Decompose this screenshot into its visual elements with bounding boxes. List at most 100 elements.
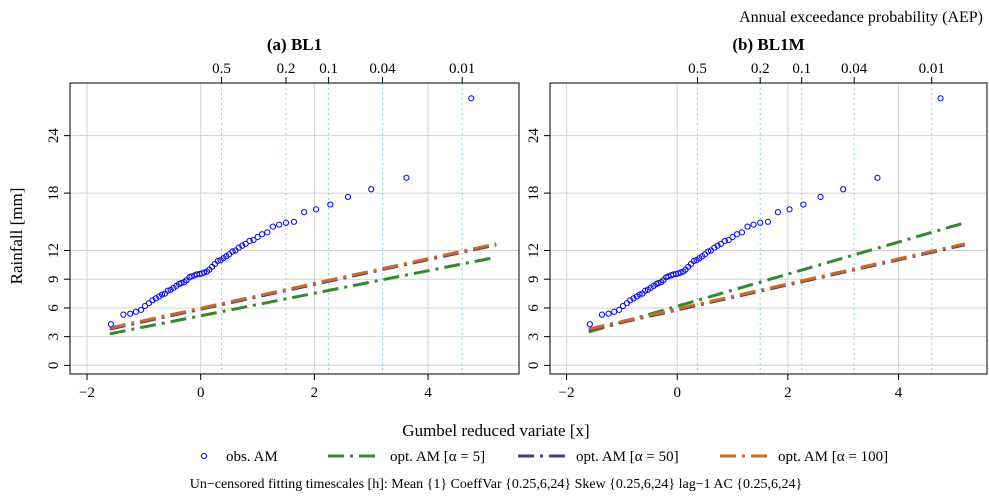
x-tick-label: 0	[197, 385, 205, 401]
observed-point	[874, 174, 881, 181]
grid	[550, 83, 987, 374]
observed-point	[817, 193, 824, 201]
observed-point	[145, 300, 153, 307]
observed-point	[729, 234, 736, 241]
observed-point	[627, 297, 634, 304]
observed-point	[725, 236, 732, 244]
observed-point	[312, 206, 320, 213]
observed-point	[214, 257, 221, 265]
plot-frame	[549, 82, 988, 375]
legend-label: opt. AM [α = 5]	[390, 449, 485, 465]
observed-point	[254, 234, 261, 241]
x-axis-title: Gumbel reduced variate [x]	[402, 421, 589, 440]
observed-point	[137, 306, 145, 313]
observed-point	[276, 221, 283, 228]
observed-point	[127, 310, 134, 317]
observed-point	[619, 302, 627, 310]
observed-point	[677, 269, 684, 276]
observed-point	[800, 201, 807, 208]
observed-point	[764, 218, 772, 225]
observed-point	[717, 240, 725, 247]
observed-point	[468, 95, 475, 102]
x-tick-label: 4	[424, 385, 432, 401]
observed-point	[744, 223, 751, 230]
observed-point	[611, 308, 618, 315]
observed-point	[630, 295, 637, 302]
observed-point	[655, 279, 662, 287]
plot-area	[586, 95, 966, 334]
y-tick-label: 24	[526, 128, 542, 144]
observed-point	[239, 242, 246, 249]
panel-title: (a) BL1	[267, 35, 322, 54]
series-line-alpha-100	[109, 242, 497, 330]
footnote: Un−censored fitting timescales [h]: Mean…	[190, 477, 802, 492]
x-tick-label: −2	[79, 385, 95, 401]
observed-point	[259, 231, 266, 238]
observed-point	[786, 206, 793, 213]
aep-tick-label: 0.2	[751, 61, 770, 77]
series-line-alpha-100	[588, 242, 966, 331]
y-tick-label: 9	[46, 275, 62, 283]
observed-point	[586, 321, 593, 328]
observed-point	[301, 209, 308, 216]
observed-point	[327, 201, 334, 208]
observed-point	[721, 237, 728, 245]
observed-point	[733, 231, 741, 238]
y-tick-label: 9	[526, 275, 542, 283]
aep-tick-label: 0.1	[792, 61, 811, 77]
aep-tick-label: 0.1	[319, 61, 338, 77]
series-line-alpha-5	[109, 255, 497, 336]
observed-point	[141, 302, 149, 310]
plot-frame	[69, 82, 520, 375]
aep-tick-label: 0.04	[841, 61, 868, 77]
observed-point	[242, 240, 249, 247]
observed-point	[188, 273, 195, 280]
observed-point	[605, 310, 612, 317]
aep-tick-label: 0.04	[369, 61, 396, 77]
observed-point	[269, 223, 277, 230]
observed-point	[250, 236, 257, 244]
observed-point	[705, 248, 712, 255]
y-tick-label: 6	[46, 304, 62, 312]
observed-point	[774, 209, 782, 216]
observed-point	[201, 269, 208, 276]
plot-area	[107, 95, 497, 336]
observed-point	[178, 279, 185, 287]
legend-label: obs. AM	[226, 449, 278, 465]
y-axis-title: Rainfall [mm]	[7, 188, 26, 285]
aep-tick-label: 0.01	[449, 61, 475, 77]
observed-point	[711, 244, 718, 251]
legend-label: opt. AM [α = 100]	[778, 449, 888, 465]
aep-tick-label: 0.01	[919, 61, 945, 77]
observed-point	[598, 311, 606, 318]
aep-tick-label: 0.2	[277, 61, 296, 77]
observed-point	[158, 291, 166, 298]
observed-point	[344, 193, 352, 201]
observed-point	[757, 219, 764, 226]
y-tick-label: 18	[46, 186, 62, 201]
x-tick-label: 2	[311, 385, 319, 401]
legend: obs. AM opt. AM [α = 5] opt. AM [α = 50] op…	[200, 449, 888, 465]
observed-point	[282, 219, 290, 226]
observed-point	[403, 174, 410, 181]
observed-point	[937, 95, 944, 102]
top-axis-title: Annual exceedance probability (AEP)	[739, 9, 983, 26]
y-tick-label: 18	[526, 186, 542, 201]
y-tick-label: 6	[526, 304, 542, 312]
aep-tick-label: 0.5	[688, 61, 707, 77]
observed-point	[246, 237, 253, 245]
observed-point	[290, 218, 298, 225]
observed-point	[107, 321, 115, 328]
observed-point	[120, 311, 127, 318]
x-tick-label: −2	[559, 385, 575, 401]
series-line-alpha-5	[588, 221, 966, 334]
observed-point	[642, 287, 649, 294]
x-tick-label: 4	[895, 385, 903, 401]
observed-point	[152, 295, 159, 302]
observed-point	[636, 291, 643, 298]
observed-point	[149, 297, 156, 304]
y-tick-label: 24	[46, 128, 62, 144]
y-tick-label: 12	[46, 243, 62, 258]
observed-point	[164, 287, 171, 294]
grid	[70, 83, 519, 374]
